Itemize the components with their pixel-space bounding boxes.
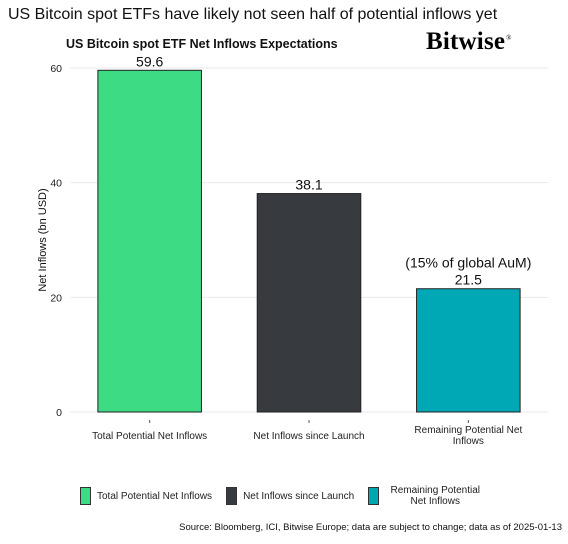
y-tick-label: 20 [50,292,62,304]
y-tick-label: 60 [50,63,62,75]
logo-text: Bitwise [426,28,506,55]
bar-value-label: 21.5 [455,272,482,288]
x-tick-label: Net Inflows since Launch [253,431,364,442]
chart-title: US Bitcoin spot ETF Net Inflows Expectat… [66,37,338,51]
legend-item-remaining: Remaining Potential Net Inflows [368,485,485,507]
x-tick-label: Remaining Potential Net Inflows [414,425,522,447]
bar [256,193,362,413]
bar-annotation: (15% of global AuM) [405,255,531,271]
legend-item-total: Total Potential Net Inflows [80,487,212,505]
legend-swatch-since-launch [226,487,238,505]
source-note: Source: Bloomberg, ICI, Bitwise Europe; … [179,522,562,533]
bar-value-label: 59.6 [136,53,163,69]
bar-chart: 0 20 40 60 Net Inflows (bn USD) 59.6 Total Pot… [37,53,548,447]
legend-label-since-launch: Net Inflows since Launch [243,490,355,502]
legend-swatch-total [80,487,91,505]
y-axis-label: Net Inflows (bn USD) [37,188,49,291]
headline: US Bitcoin spot ETFs have likely not see… [8,6,498,23]
legend-item-since-launch: Net Inflows since Launch [226,487,354,505]
y-tick-label: 40 [50,178,62,190]
legend-swatch-remaining [368,487,380,505]
bitwise-logo: Bitwise® [426,28,512,56]
bar-value-label: 38.1 [295,177,322,193]
bar [416,288,521,413]
y-tick-label: 0 [56,407,62,419]
x-tick-label: Total Potential Net Inflows [92,431,207,442]
bar [97,69,202,413]
legend-label-total: Total Potential Net Inflows [97,490,213,502]
registered-mark: ® [506,33,512,42]
legend: Total Potential Net Inflows Net Inflows … [80,482,499,510]
legend-label-remaining: Remaining Potential Net Inflows [390,485,480,507]
